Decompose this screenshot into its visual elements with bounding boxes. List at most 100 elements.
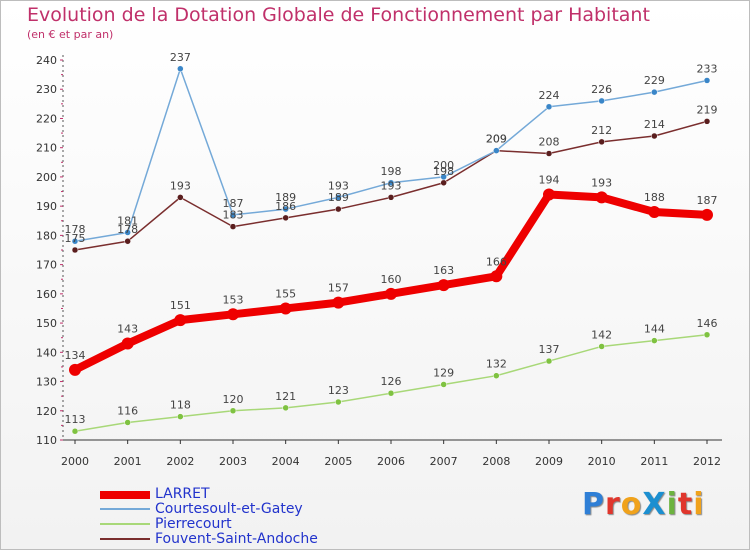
data-label: 193 xyxy=(381,179,402,192)
data-label: 194 xyxy=(539,173,560,186)
x-tick-label: 2009 xyxy=(535,455,563,468)
y-tick-label: 240 xyxy=(36,54,57,67)
legend-item-larret: LARRET xyxy=(100,487,400,502)
data-label: 134 xyxy=(65,349,86,362)
y-tick-label: 160 xyxy=(36,288,57,301)
data-point xyxy=(595,191,608,204)
data-label: 193 xyxy=(591,176,612,189)
legend-item-fouvent: Fouvent-Saint-Andoche xyxy=(100,532,400,547)
data-label: 118 xyxy=(170,399,191,412)
y-tick-label: 220 xyxy=(36,112,57,125)
data-label: 208 xyxy=(539,136,560,149)
data-point xyxy=(598,97,605,105)
x-tick-label: 2005 xyxy=(324,455,352,468)
data-point xyxy=(440,179,447,187)
data-label: 226 xyxy=(591,83,612,96)
data-label: 229 xyxy=(644,74,665,87)
data-label: 189 xyxy=(328,191,349,204)
data-point xyxy=(385,287,397,300)
data-point xyxy=(703,331,711,339)
data-point xyxy=(703,118,711,125)
brand-logo: ProXiti xyxy=(582,487,705,522)
data-point xyxy=(332,296,345,309)
data-point xyxy=(543,188,555,201)
data-point xyxy=(598,138,605,146)
data-point xyxy=(440,173,447,181)
y-tick-label: 200 xyxy=(36,171,57,184)
data-label: 186 xyxy=(275,200,296,213)
data-label: 113 xyxy=(65,413,86,426)
data-label: 181 xyxy=(117,214,138,227)
data-point xyxy=(493,147,500,154)
data-label: 219 xyxy=(697,103,718,116)
legend-swatch-larret xyxy=(100,491,150,499)
data-point xyxy=(437,279,450,292)
data-label: 187 xyxy=(697,194,718,207)
data-label: 175 xyxy=(65,232,86,245)
data-label: 132 xyxy=(486,358,507,371)
y-tick-label: 130 xyxy=(36,376,57,389)
data-point xyxy=(124,419,131,426)
data-label: 233 xyxy=(697,62,718,75)
legend-label-pierrecourt: Pierrecourt xyxy=(155,516,232,532)
data-point xyxy=(651,88,658,96)
data-label: 214 xyxy=(644,118,665,131)
data-point xyxy=(229,407,237,415)
data-point xyxy=(703,77,711,84)
data-label: 189 xyxy=(275,191,296,204)
legend-swatch-courtesoult xyxy=(100,508,150,510)
data-label: 224 xyxy=(539,89,560,102)
brand-letter: i xyxy=(693,487,705,522)
data-label: 151 xyxy=(170,299,191,312)
y-tick-label: 150 xyxy=(36,317,57,330)
data-label: 198 xyxy=(433,165,454,178)
data-point xyxy=(227,308,239,321)
data-label: 153 xyxy=(223,293,244,306)
data-label: 155 xyxy=(275,287,296,300)
x-tick-label: 2012 xyxy=(693,455,721,468)
data-label: 212 xyxy=(591,124,612,137)
data-label: 143 xyxy=(117,323,138,336)
brand-letter: t xyxy=(677,487,694,522)
data-point xyxy=(648,206,661,218)
data-point xyxy=(282,404,289,412)
brand-letter: P xyxy=(582,487,605,522)
legend: LARRET Courtesoult-et-Gatey Pierrecourt … xyxy=(100,487,400,547)
x-tick-label: 2003 xyxy=(219,455,247,468)
x-tick-label: 2001 xyxy=(114,455,142,468)
x-tick-label: 2010 xyxy=(588,455,616,468)
data-label: 163 xyxy=(433,264,454,277)
data-point xyxy=(282,205,289,213)
data-point xyxy=(440,381,447,388)
data-label: 157 xyxy=(328,282,349,295)
brand-letter: r xyxy=(605,487,621,522)
y-tick-label: 190 xyxy=(36,200,57,213)
data-point xyxy=(545,103,553,111)
legend-label-fouvent: Fouvent-Saint-Andoche xyxy=(155,531,318,547)
data-label: 129 xyxy=(433,366,454,379)
data-label: 187 xyxy=(223,197,244,210)
data-label: 193 xyxy=(328,179,349,192)
data-point xyxy=(177,413,184,420)
data-label: 120 xyxy=(223,393,244,406)
data-label: 121 xyxy=(275,390,296,403)
data-point xyxy=(71,237,79,245)
data-point xyxy=(545,150,553,157)
data-point xyxy=(177,65,184,73)
data-label: 188 xyxy=(644,191,665,204)
data-label: 178 xyxy=(65,223,86,236)
data-point xyxy=(124,229,131,236)
y-tick-label: 170 xyxy=(36,259,57,272)
legend-swatch-fouvent xyxy=(100,538,150,540)
data-label: 209 xyxy=(486,133,507,146)
data-point xyxy=(387,194,395,201)
data-label: 200 xyxy=(433,159,454,172)
legend-swatch-pierrecourt xyxy=(100,523,150,525)
data-point xyxy=(177,194,184,201)
y-tick-label: 110 xyxy=(36,434,57,447)
x-tick-label: 2002 xyxy=(166,455,194,468)
chart-title: Evolution de la Dotation Globale de Fonc… xyxy=(27,4,650,26)
y-tick-label: 210 xyxy=(36,142,57,155)
brand-letter: o xyxy=(620,487,643,522)
